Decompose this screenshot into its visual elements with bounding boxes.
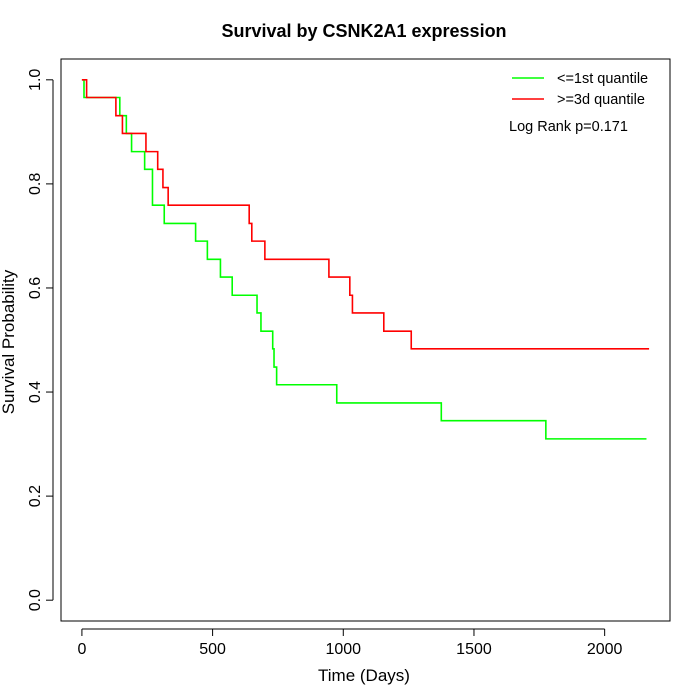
y-tick-label: 0.0 xyxy=(27,589,44,611)
x-axis-label: Time (Days) xyxy=(318,666,410,685)
x-tick-label: 1500 xyxy=(456,641,492,658)
y-tick-label: 0.6 xyxy=(27,277,44,299)
log-rank-annotation: Log Rank p=0.171 xyxy=(509,119,628,135)
y-tick-label: 0.2 xyxy=(27,485,44,507)
y-tick-label: 0.4 xyxy=(27,381,44,403)
series-line-1 xyxy=(81,79,650,350)
y-tick-label: 0.8 xyxy=(27,173,44,195)
y-tick-label: 1.0 xyxy=(27,69,44,91)
y-axis: 0.0 0.2 0.4 0.6 0.8 1.0 xyxy=(27,69,54,611)
legend-label-1: >=3d quantile xyxy=(557,92,645,108)
x-tick-label: 0 xyxy=(77,641,86,658)
x-tick-label: 1000 xyxy=(325,641,361,658)
x-tick-label: 2000 xyxy=(587,641,623,658)
survival-curves xyxy=(81,79,650,440)
legend: <=1st quantile >=3d quantile xyxy=(512,71,648,108)
y-axis-label: Survival Probability xyxy=(0,269,18,414)
plot-frame xyxy=(60,58,671,622)
x-axis: 0 500 1000 1500 2000 xyxy=(77,628,623,658)
chart-title: Survival by CSNK2A1 expression xyxy=(221,21,506,41)
legend-label-0: <=1st quantile xyxy=(557,71,648,87)
x-tick-label: 500 xyxy=(199,641,226,658)
